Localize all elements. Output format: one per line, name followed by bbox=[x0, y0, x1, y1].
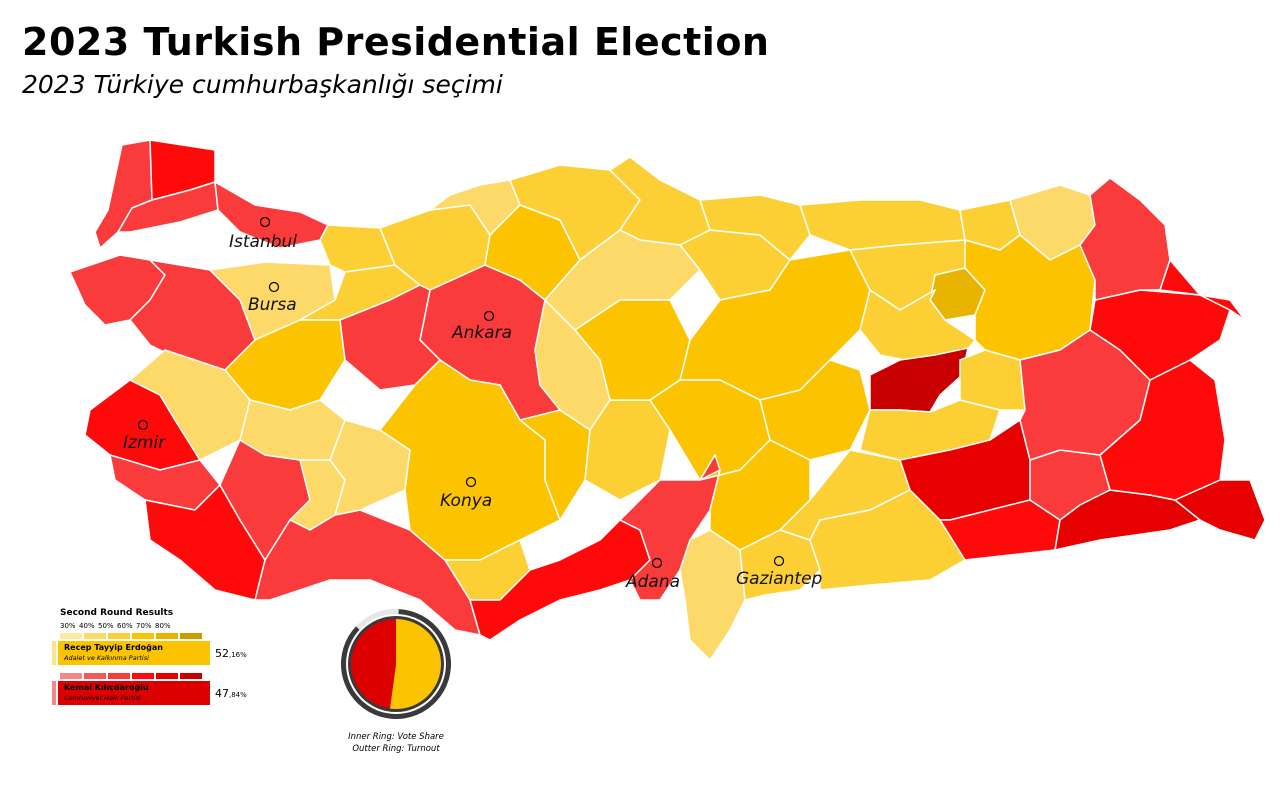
region-ordu[interactable] bbox=[699, 194, 811, 261]
legend-candidate-kilicdaroglu[interactable]: Kemal Kılıçdaroğlu Cumhuriyet Halk Parti… bbox=[52, 681, 252, 705]
slice-erdogan bbox=[389, 619, 442, 710]
legend: Second Round Results 30% 40% 50% 60% 70%… bbox=[52, 608, 252, 705]
candidate-bar bbox=[58, 681, 210, 705]
candidate-name: Kemal Kılıçdaroğlu bbox=[64, 683, 149, 692]
city-marker-icon bbox=[483, 310, 495, 322]
candidate-percent: 47,84% bbox=[215, 687, 247, 700]
swatch bbox=[132, 673, 154, 679]
swatch bbox=[60, 633, 82, 639]
page-subtitle: 2023 Türkiye cumhurbaşkanlığı seçimi bbox=[22, 70, 503, 99]
city-bursa[interactable]: Bursa bbox=[248, 281, 297, 316]
city-label-bursa: Bursa bbox=[248, 295, 297, 315]
candidate-percent: 52,16% bbox=[215, 647, 247, 660]
city-label-ankara: Ankara bbox=[451, 323, 512, 343]
percent-decimal: ,16% bbox=[229, 651, 247, 659]
candidate-edge bbox=[52, 681, 56, 705]
swatch bbox=[60, 673, 82, 679]
city-marker-icon bbox=[465, 476, 477, 488]
candidate-edge bbox=[52, 641, 56, 665]
region-bitlis-mus[interactable] bbox=[1019, 329, 1151, 461]
city-ankara[interactable]: Ankara bbox=[451, 310, 512, 344]
region-malatya[interactable] bbox=[759, 359, 871, 461]
legend-scale: 30% 40% 50% 60% 70% 80% bbox=[60, 622, 252, 630]
city-marker-icon bbox=[137, 419, 149, 431]
scale-label: 80% bbox=[155, 622, 171, 630]
scale-label: 40% bbox=[79, 622, 95, 630]
region-kars-igdir[interactable] bbox=[1079, 177, 1171, 301]
city-label-gaziantep: Gaziantep bbox=[736, 569, 823, 589]
swatch bbox=[84, 633, 106, 639]
vote-share-ring bbox=[341, 609, 452, 719]
region-hatay[interactable] bbox=[679, 529, 746, 661]
city-marker-icon bbox=[268, 281, 280, 293]
swatch bbox=[180, 673, 202, 679]
region-elazig[interactable] bbox=[859, 399, 1001, 461]
candidate-bar bbox=[58, 641, 210, 665]
swatch bbox=[132, 633, 154, 639]
region-bingol[interactable] bbox=[959, 349, 1026, 411]
percent-main: 47 bbox=[215, 687, 229, 700]
city-label-adana: Adana bbox=[625, 572, 680, 592]
swatch bbox=[180, 633, 202, 639]
region-eskisehir[interactable] bbox=[339, 284, 441, 391]
swatch bbox=[108, 633, 130, 639]
legend-swatches-erdogan bbox=[60, 633, 252, 639]
swatch bbox=[156, 673, 178, 679]
scale-label: 30% bbox=[60, 622, 76, 630]
city-label-izmir: Izmir bbox=[123, 433, 166, 453]
ring-caption-inner: Inner Ring: Vote Share bbox=[348, 732, 444, 742]
swatch bbox=[84, 673, 106, 679]
scale-label: 70% bbox=[136, 622, 152, 630]
city-marker-icon bbox=[773, 555, 785, 567]
page-title: 2023 Turkish Presidential Election bbox=[22, 20, 770, 64]
city-konya[interactable]: Konya bbox=[440, 476, 492, 512]
ring-caption: Inner Ring: Vote Share Outter Ring: Turn… bbox=[330, 731, 462, 755]
city-adana[interactable]: Adana bbox=[625, 557, 680, 593]
scale-label: 50% bbox=[98, 622, 114, 630]
ring-caption-outer: Outter Ring: Turnout bbox=[352, 744, 440, 754]
candidate-name: Recep Tayyip Erdoğan bbox=[64, 643, 163, 652]
candidate-party: Adalet ve Kalkınma Partisi bbox=[64, 654, 149, 662]
percent-decimal: ,84% bbox=[229, 691, 247, 699]
swatch bbox=[156, 633, 178, 639]
city-marker-icon bbox=[651, 557, 663, 569]
legend-title: Second Round Results bbox=[60, 608, 174, 618]
swatch bbox=[108, 673, 130, 679]
region-hakkari[interactable] bbox=[1174, 479, 1266, 541]
scale-label: 60% bbox=[117, 622, 133, 630]
city-istanbul[interactable]: Istanbul bbox=[229, 216, 297, 253]
percent-main: 52 bbox=[215, 647, 229, 660]
slice-kilicdaroglu bbox=[351, 619, 396, 709]
city-gaziantep[interactable]: Gaziantep bbox=[736, 555, 823, 590]
candidate-party: Cumhuriyet Halk Partisi bbox=[64, 694, 141, 702]
legend-candidate-erdogan[interactable]: Recep Tayyip Erdoğan Adalet ve Kalkınma … bbox=[52, 641, 252, 665]
city-izmir[interactable]: Izmir bbox=[123, 419, 166, 454]
city-label-istanbul: Istanbul bbox=[229, 232, 297, 252]
legend-swatches-kilicdaroglu bbox=[60, 673, 252, 679]
region-igdir[interactable] bbox=[1159, 259, 1246, 321]
city-marker-icon bbox=[259, 216, 271, 228]
city-label-konya: Konya bbox=[440, 491, 492, 511]
region-corum[interactable] bbox=[544, 229, 701, 331]
